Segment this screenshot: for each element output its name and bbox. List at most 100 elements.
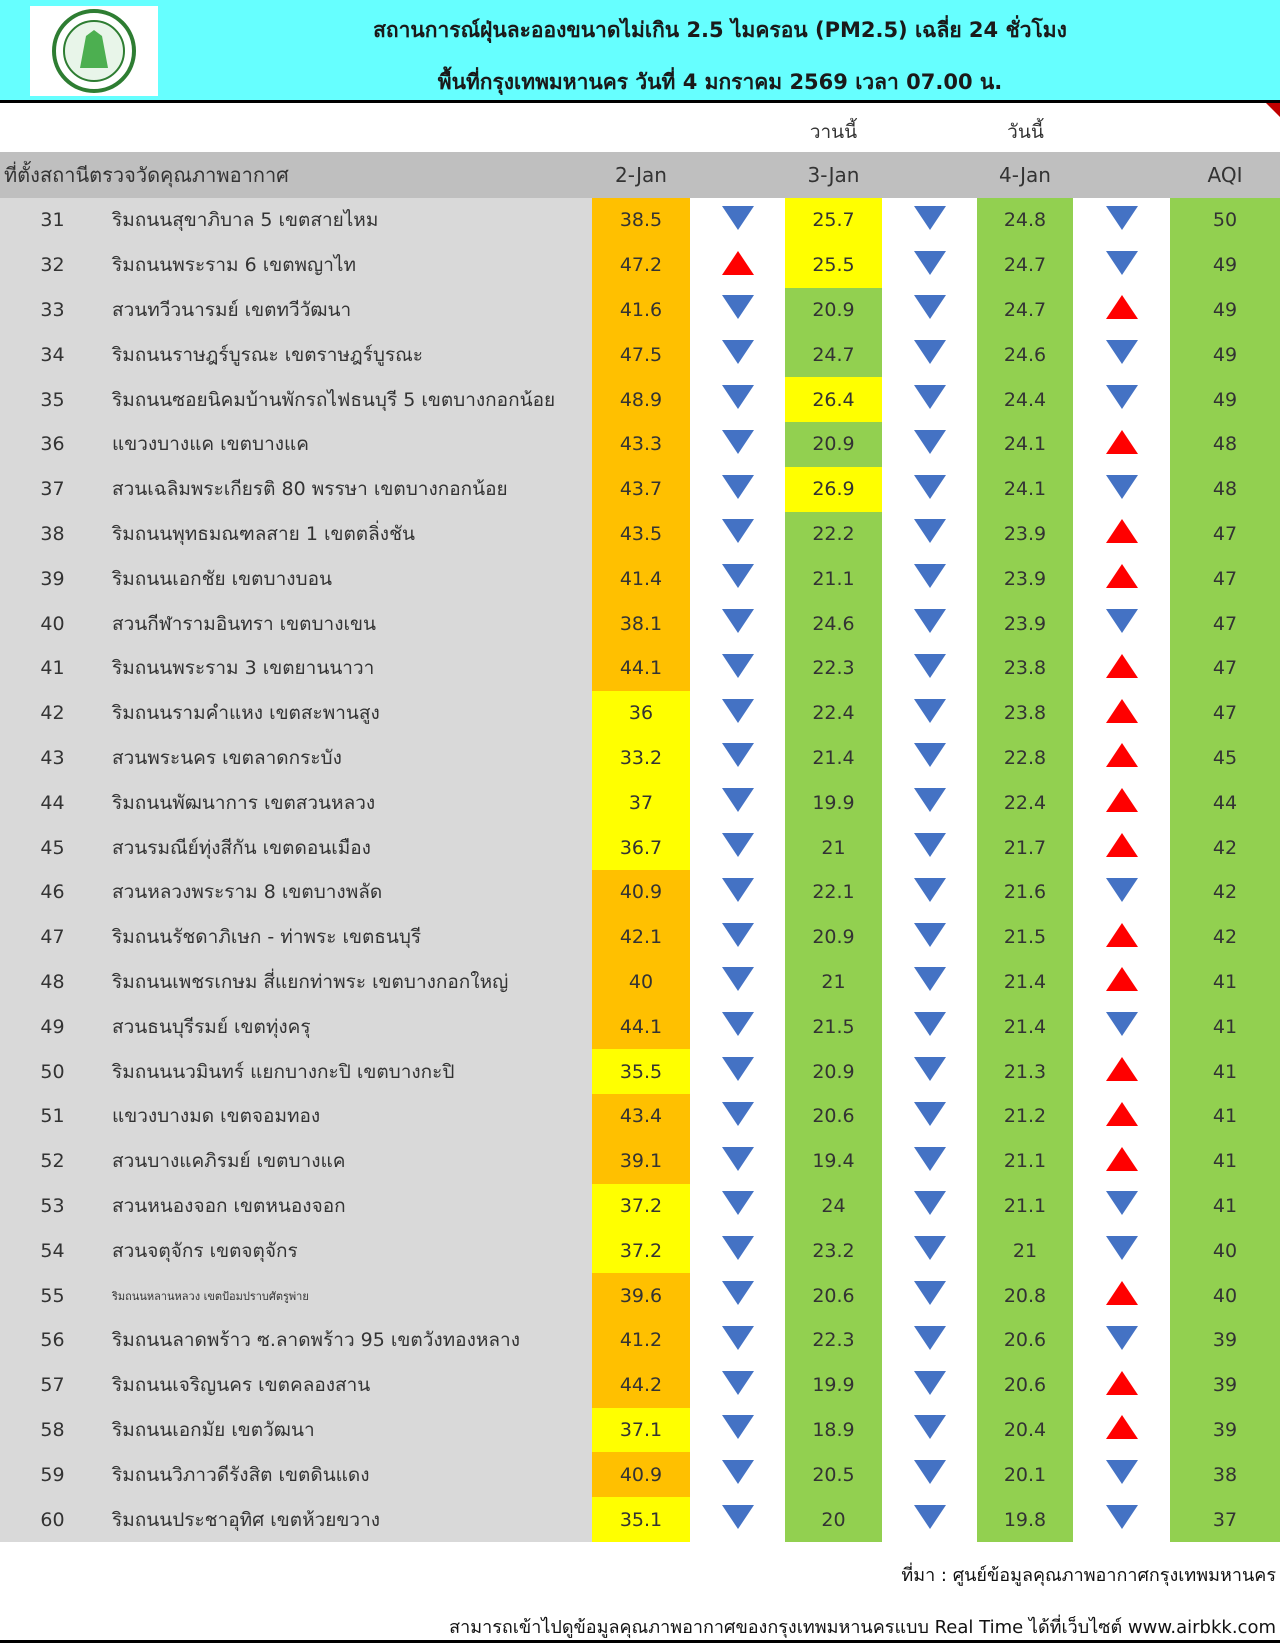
arrow	[721, 429, 754, 454]
arrow	[721, 1236, 754, 1261]
pm25-value: 20.6	[977, 1362, 1073, 1408]
arrow	[721, 564, 754, 589]
trend-cell	[690, 736, 785, 781]
trend-up	[1105, 967, 1138, 992]
arrow	[913, 385, 946, 410]
trend-cell	[1073, 1408, 1170, 1453]
today-label: วันนี้	[1007, 121, 1044, 143]
arrow	[721, 1460, 754, 1485]
trend-down	[721, 743, 754, 768]
pm25-value: 21.3	[977, 1049, 1073, 1094]
trend-cell	[882, 691, 977, 736]
arrow	[721, 250, 754, 275]
pm25-value: 24.6	[977, 332, 1073, 378]
trend-up	[1105, 1057, 1138, 1082]
trend-cell	[882, 1139, 977, 1184]
yesterday-label: วานนี้	[809, 121, 858, 143]
station-no: 57	[0, 1362, 105, 1408]
arrow	[913, 653, 946, 678]
pm25-value: 41.2	[592, 1317, 690, 1363]
pm25-value: 22.1	[785, 869, 882, 915]
pm25-value: 24.6	[785, 601, 882, 646]
arrow	[913, 295, 946, 320]
trend-cell	[1073, 1228, 1170, 1273]
station-no: 60	[0, 1497, 105, 1542]
row: 46 สวนหลวงพระราม 8 เขตบางพลัด 40.9 22.1 21.6…	[0, 869, 1280, 915]
trend-up	[1105, 653, 1138, 678]
trend-cell	[882, 512, 977, 557]
trend-cell	[690, 780, 785, 825]
trend-up	[1105, 1415, 1138, 1440]
pm25-value: 48.9	[592, 377, 690, 422]
arrow	[1105, 429, 1138, 454]
trend-cell	[882, 467, 977, 512]
arrow	[913, 743, 946, 768]
trend-down	[721, 788, 754, 813]
station-name: สวนรมณีย์ทุ่งสีกัน เขตดอนเมือง	[105, 825, 592, 870]
trend-down	[721, 1101, 754, 1126]
row: 44 ริมถนนพัฒนาการ เขตสวนหลวง 37 19.9 22.4 44	[0, 780, 1280, 826]
trend-cell	[1073, 1363, 1170, 1408]
trend-cell	[690, 1273, 785, 1318]
pm25-value: 25.5	[785, 242, 882, 288]
station-name: ริมถนนเจริญนคร เขตคลองสาน	[105, 1362, 592, 1408]
source: ที่มา : ศูนย์ข้อมูลคุณภาพอากาศกรุงเทพมหา…	[901, 1565, 1276, 1586]
pm25-value: 18.9	[785, 1407, 882, 1453]
bottom-border	[0, 1640, 1280, 1643]
station-no: 54	[0, 1228, 105, 1274]
station-name: สวนพระนคร เขตลาดกระบัง	[105, 735, 592, 781]
pm25-value: 39.6	[592, 1273, 690, 1318]
trend-cell	[690, 556, 785, 601]
arrow	[721, 385, 754, 410]
trend-cell	[882, 422, 977, 467]
station-name: ริมถนนวิภาวดีรังสิต เขตดินแดง	[105, 1452, 592, 1498]
trend-cell	[1073, 1049, 1170, 1094]
station-name: ริมถนนนวมินทร์ แยกบางกะปิ เขตบางกะปิ	[105, 1049, 592, 1094]
trend-down	[721, 1505, 754, 1529]
trend-up	[1105, 833, 1138, 858]
trend-cell	[690, 332, 785, 377]
arrow	[1105, 788, 1138, 813]
trend-cell	[882, 288, 977, 333]
row: 38 ริมถนนพุทธมณฑลสาย 1 เขตตลิ่งชัน 43.5 22.…	[0, 511, 1280, 557]
station-no: 37	[0, 466, 105, 512]
trend-cell	[690, 1363, 785, 1408]
station-name: ริมถนนลาดพร้าว ซ.ลาดพร้าว 95 เขตวังทองหล…	[105, 1317, 592, 1363]
logo-emblem	[52, 9, 136, 93]
trend-down	[1105, 1012, 1138, 1037]
trend-down	[913, 833, 946, 858]
trend-down	[913, 340, 946, 365]
pm25-value: 40.9	[592, 1452, 690, 1498]
station-name: สวนหนองจอก เขตหนองจอก	[105, 1183, 592, 1229]
trend-cell	[1073, 736, 1170, 781]
trend-cell	[882, 377, 977, 422]
pm25-value: 20.9	[785, 287, 882, 333]
trend-down	[913, 429, 946, 454]
station-name: ริมถนนหลานหลวง เขตป้อมปราบศัตรูพ่าย	[105, 1273, 592, 1318]
trend-cell	[1073, 1452, 1170, 1497]
trend-down	[721, 698, 754, 723]
arrow	[913, 205, 946, 230]
trend-down	[913, 653, 946, 678]
row: 51 แขวงบางมด เขตจอมทอง 43.4 20.6 21.2 41	[0, 1093, 1280, 1139]
pm25-value: 20.9	[785, 421, 882, 467]
arrow	[721, 1415, 754, 1440]
arrow	[721, 877, 754, 902]
row: 54 สวนจตุจักร เขตจตุจักร 37.2 23.2 21 40	[0, 1228, 1280, 1274]
trend-cell	[690, 377, 785, 422]
trend-cell	[1073, 1004, 1170, 1049]
station-no: 38	[0, 511, 105, 557]
col-header: ที่ตั้งสถานีตรวจวัดคุณภาพอากาศ	[0, 152, 592, 198]
pm25-value: 47.2	[592, 242, 690, 288]
arrow	[913, 698, 946, 723]
station-no: 44	[0, 780, 105, 826]
arrow	[1105, 385, 1138, 410]
pm25-value: 24.8	[977, 198, 1073, 243]
trend-cell	[1073, 1497, 1170, 1542]
aqi-value: 49	[1170, 332, 1280, 378]
trend-down	[721, 1415, 754, 1440]
pm25-value: 38.5	[592, 198, 690, 243]
pm25-value: 20.1	[977, 1452, 1073, 1498]
trend-cell	[1073, 512, 1170, 557]
